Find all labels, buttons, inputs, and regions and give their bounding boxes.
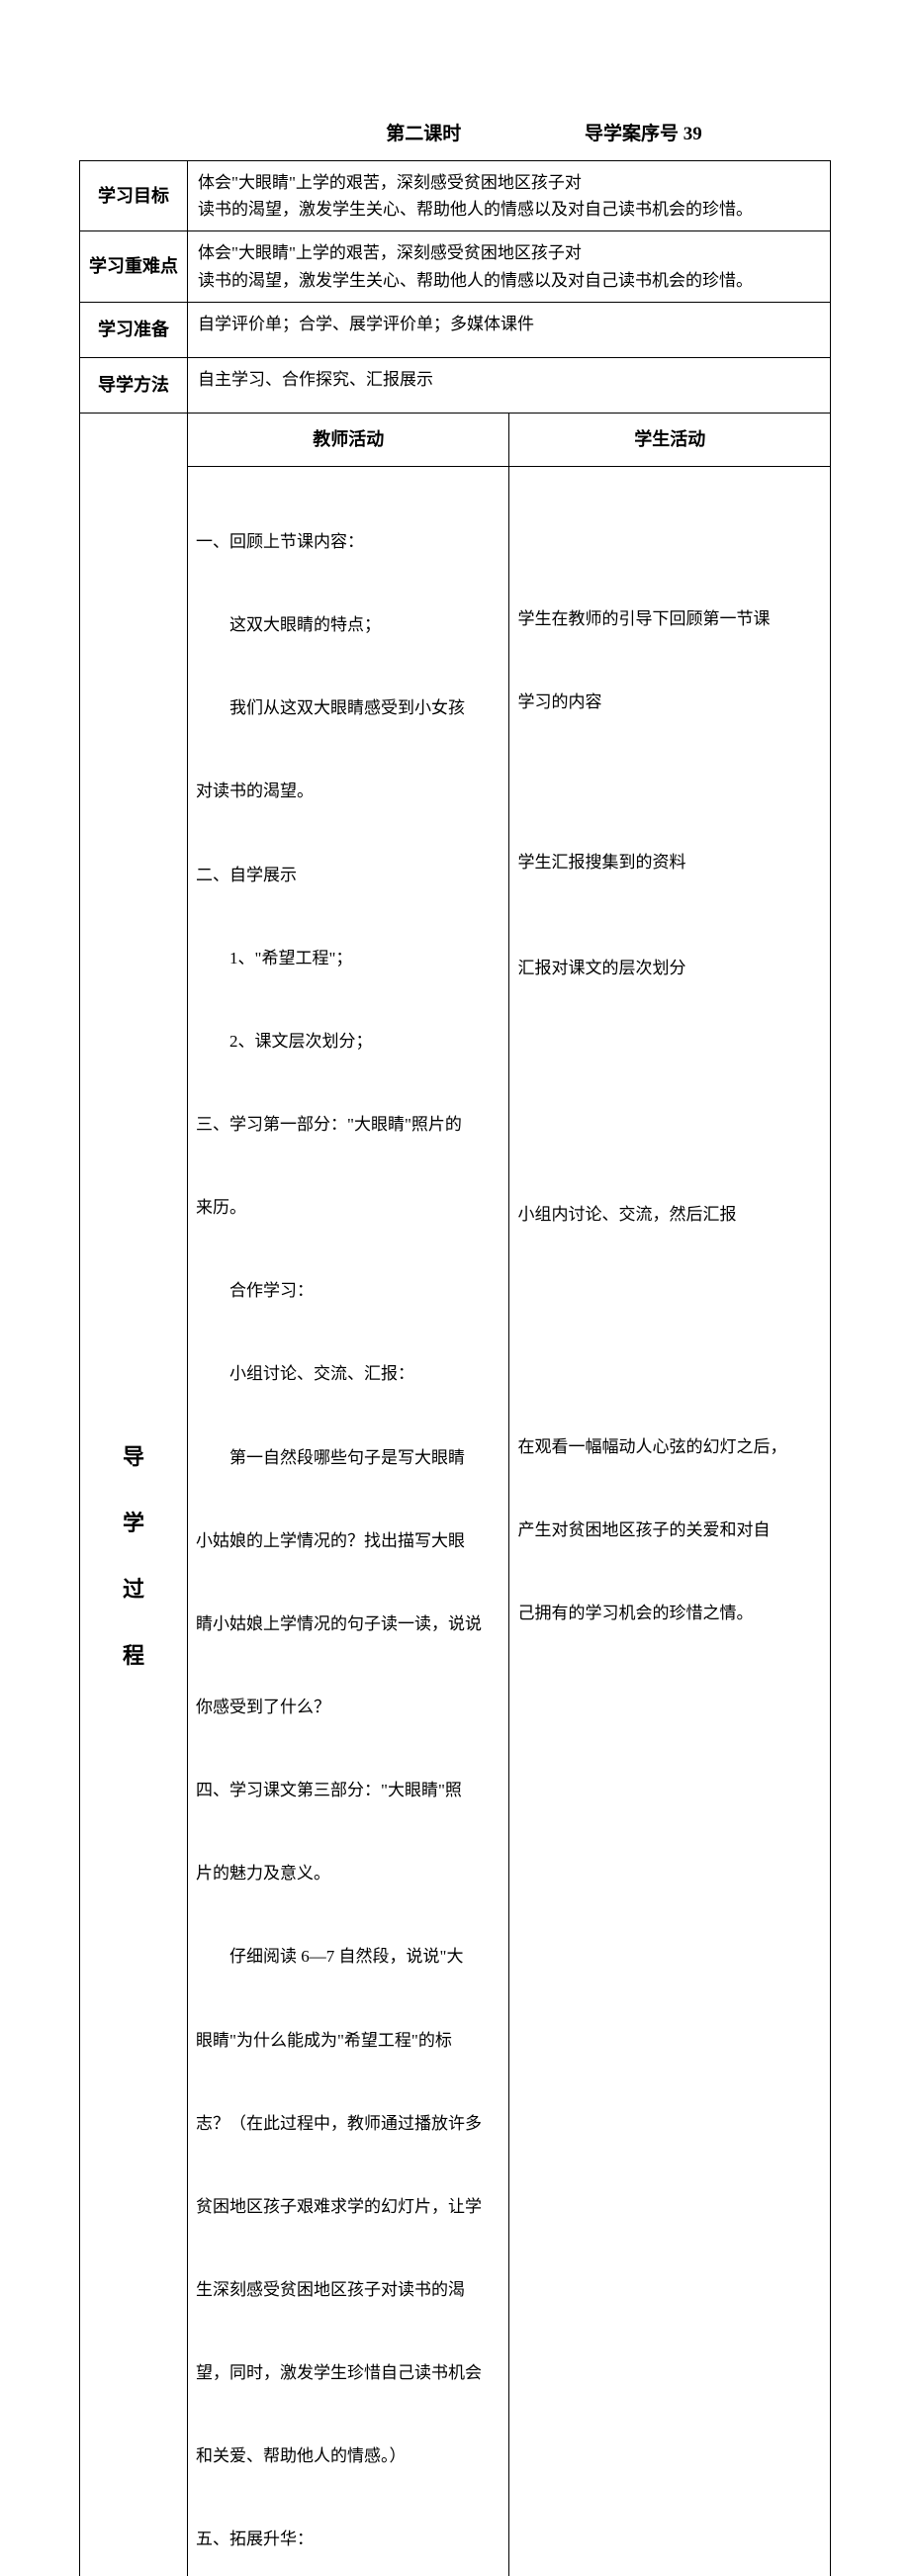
content-preparation: 自学评价单；合学、展学评价单；多媒体课件 [188,302,831,357]
label-difficulty: 学习重难点 [80,231,188,302]
label-method: 导学方法 [80,357,188,413]
label-process: 导 学 过 程 [80,414,188,2576]
t-sec2-title: 二、自学展示 [196,862,500,889]
s-block5: 在观看一幅幅动人心弦的幻灯之后， 产生对贫困地区孩子的关爱和对自 己拥有的学习机… [517,1378,822,1684]
s-b5-l3: 己拥有的学习机会的珍惜之情。 [517,1600,822,1627]
t-sec3-l7: 你感受到了什么？ [196,1694,500,1721]
content-difficulty: 体会"大眼睛"上学的艰苦，深刻感受贫困地区孩子对 读书的渴望，激发学生关心、帮助… [188,231,831,302]
t-sec4-l4: 志？（在此过程中，教师通过播放许多 [196,2110,500,2138]
method-text: 自主学习、合作探究、汇报展示 [198,370,433,389]
t-sec1-l3: 对读书的渴望。 [196,778,500,805]
t-sec3-l5: 小姑娘的上学情况的？找出描写大眼 [196,1527,500,1555]
lesson-plan-table: 学习目标 体会"大眼睛"上学的艰苦，深刻感受贫困地区孩子对 读书的渴望，激发学生… [79,160,831,2576]
student-activity-content: 学生在教师的引导下回顾第一节课 学习的内容 学生汇报搜集到的资料 汇报对课文的层… [509,466,831,2576]
s-b1-l2: 学习的内容 [517,689,822,716]
t-sec4-l1: 片的魅力及意义。 [196,1860,500,1887]
title-serial: 导学案序号 39 [585,124,702,144]
t-sec1-l2: 我们从这双大眼睛感受到小女孩 [196,694,500,722]
s-block4: 小组内讨论、交流，然后汇报 [517,1201,822,1229]
header-teacher-activity: 教师活动 [188,414,509,467]
row-activity-header: 导 学 过 程 教师活动 学生活动 [80,414,831,467]
goal-line1: 体会"大眼睛"上学的艰苦，深刻感受贫困地区孩子对 [198,169,820,196]
t-sec4-l6: 生深刻感受贫困地区孩子对读书的渴 [196,2276,500,2304]
t-sec3-title: 三、学习第一部分："大眼睛"照片的 [196,1111,500,1139]
row-difficulty: 学习重难点 体会"大眼睛"上学的艰苦，深刻感受贫困地区孩子对 读书的渴望，激发学… [80,231,831,302]
goal-line2: 读书的渴望，激发学生关心、帮助他人的情感以及对自己读书机会的珍惜。 [198,196,820,223]
s-b1-l1: 学生在教师的引导下回顾第一节课 [517,605,822,633]
prep-text: 自学评价单；合学、展学评价单；多媒体课件 [198,315,534,333]
teacher-activity-content: 一、回顾上节课内容： 这双大眼睛的特点； 我们从这双大眼睛感受到小女孩 对读书的… [188,466,509,2576]
content-learning-goal: 体会"大眼睛"上学的艰苦，深刻感受贫困地区孩子对 读书的渴望，激发学生关心、帮助… [188,161,831,231]
t-sec3-l6: 睛小姑娘上学情况的句子读一读，说说 [196,1610,500,1638]
s-b5-l2: 产生对贫困地区孩子的关爱和对自 [517,1517,822,1544]
s-block3: 汇报对课文的层次划分 [517,955,822,982]
t-sec4-l5: 贫困地区孩子艰难求学的幻灯片，让学 [196,2193,500,2221]
label-preparation: 学习准备 [80,302,188,357]
row-activity-content: 一、回顾上节课内容： 这双大眼睛的特点； 我们从这双大眼睛感受到小女孩 对读书的… [80,466,831,2576]
t-sec3-l4: 第一自然段哪些句子是写大眼睛 [196,1444,500,1472]
process-char-1: 导 [84,1439,183,1474]
t-sec1-title: 一、回顾上节课内容： [196,528,500,556]
page-title: 第二课时 导学案序号 39 [79,119,831,145]
process-char-4: 程 [84,1638,183,1673]
s-b5-l1: 在观看一幅幅动人心弦的幻灯之后， [517,1433,822,1461]
s-block1: 学生在教师的引导下回顾第一节课 学习的内容 [517,550,822,772]
t-sec4-l3: 眼睛"为什么能成为"希望工程"的标 [196,2027,500,2055]
diff-line1: 体会"大眼睛"上学的艰苦，深刻感受贫困地区孩子对 [198,239,820,266]
process-char-3: 过 [84,1572,183,1607]
row-learning-goal: 学习目标 体会"大眼睛"上学的艰苦，深刻感受贫困地区孩子对 读书的渴望，激发学生… [80,161,831,231]
t-sec5-title: 五、拓展升华： [196,2526,500,2553]
process-char-2: 学 [84,1506,183,1540]
t-sec4-l7: 望，同时，激发学生珍惜自己读书机会 [196,2359,500,2387]
t-sec4-l8: 和关爱、帮助他人的情感。） [196,2442,500,2470]
content-method: 自主学习、合作探究、汇报展示 [188,357,831,413]
row-method: 导学方法 自主学习、合作探究、汇报展示 [80,357,831,413]
t-sec1-l1: 这双大眼睛的特点； [196,611,500,639]
diff-line2: 读书的渴望，激发学生关心、帮助他人的情感以及对自己读书机会的珍惜。 [198,267,820,294]
t-sec3-l2: 合作学习： [196,1277,500,1305]
t-sec4-title: 四、学习课文第三部分："大眼睛"照 [196,1777,500,1804]
header-student-activity: 学生活动 [509,414,831,467]
title-lesson: 第二课时 [386,119,461,145]
t-sec4-l2: 仔细阅读 6—7 自然段，说说"大 [196,1943,500,1971]
t-sec3-l3: 小组讨论、交流、汇报： [196,1360,500,1388]
t-sec2-l1: 1、"希望工程"； [196,945,500,972]
s-block2: 学生汇报搜集到的资料 [517,849,822,876]
t-sec3-l1: 来历。 [196,1194,500,1222]
row-preparation: 学习准备 自学评价单；合学、展学评价单；多媒体课件 [80,302,831,357]
t-sec2-l2: 2、课文层次划分； [196,1028,500,1056]
label-learning-goal: 学习目标 [80,161,188,231]
